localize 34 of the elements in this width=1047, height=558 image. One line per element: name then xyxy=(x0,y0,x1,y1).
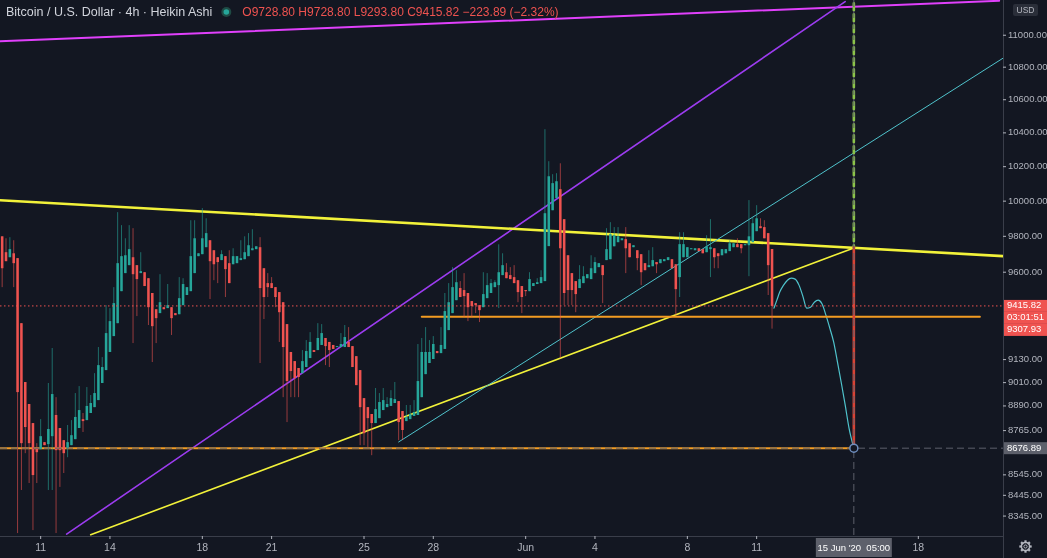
y-tick-label: 10200.00 xyxy=(1008,160,1047,172)
y-tick-label: 8545.00 xyxy=(1008,468,1043,480)
y-tick-label: 9600.00 xyxy=(1008,265,1043,277)
y-tick-label: 10600.00 xyxy=(1008,93,1047,105)
y-tick-label: 9010.00 xyxy=(1008,376,1043,388)
text: 9307.93 xyxy=(1007,323,1042,335)
text: 03:01:51 xyxy=(1007,311,1044,323)
y-tick-label: 8765.00 xyxy=(1008,424,1043,436)
y-tick-label: 10000.00 xyxy=(1008,194,1047,206)
y-tick-label: 8890.00 xyxy=(1008,399,1043,411)
x-tick-label: 25 xyxy=(358,540,370,553)
y-tick-label: 10400.00 xyxy=(1008,126,1047,138)
y-tick-label: 11000.00 xyxy=(1008,28,1047,40)
y-tick-label: 8445.00 xyxy=(1008,488,1043,500)
ref-line-label: 8676.89 xyxy=(1007,441,1042,453)
x-tick-label: Jun xyxy=(517,540,535,553)
y-tick-label: 9800.00 xyxy=(1008,229,1043,241)
ref-line-label: 15 Jun '20 05:00 xyxy=(817,541,891,553)
y-tick-label: 10800.00 xyxy=(1008,60,1047,72)
x-tick-label: 8 xyxy=(684,540,691,553)
x-tick-label: 21 xyxy=(265,540,278,553)
y-axis-title: USD xyxy=(1016,4,1035,15)
y-tick-label: 9130.00 xyxy=(1008,353,1043,365)
y-tick-label: 8345.00 xyxy=(1008,509,1043,521)
x-tick-label: 18 xyxy=(912,540,925,553)
ref-line-label: 9415.82 xyxy=(1007,299,1042,311)
x-tick-label: 18 xyxy=(196,540,209,553)
x-tick-label: 11 xyxy=(35,540,47,553)
text: O9728.80 H9728.80 L9293.80 C9415.82 −223.89 (−2.32%) xyxy=(242,5,559,19)
x-tick-label: 11 xyxy=(751,540,763,553)
x-tick-label: 28 xyxy=(427,540,440,553)
x-tick-label: 14 xyxy=(104,540,116,553)
x-tick-label: 4 xyxy=(592,540,599,553)
chart-title: Bitcoin / U.S. Dollar · 4h · Heikin Ashi xyxy=(6,5,213,19)
